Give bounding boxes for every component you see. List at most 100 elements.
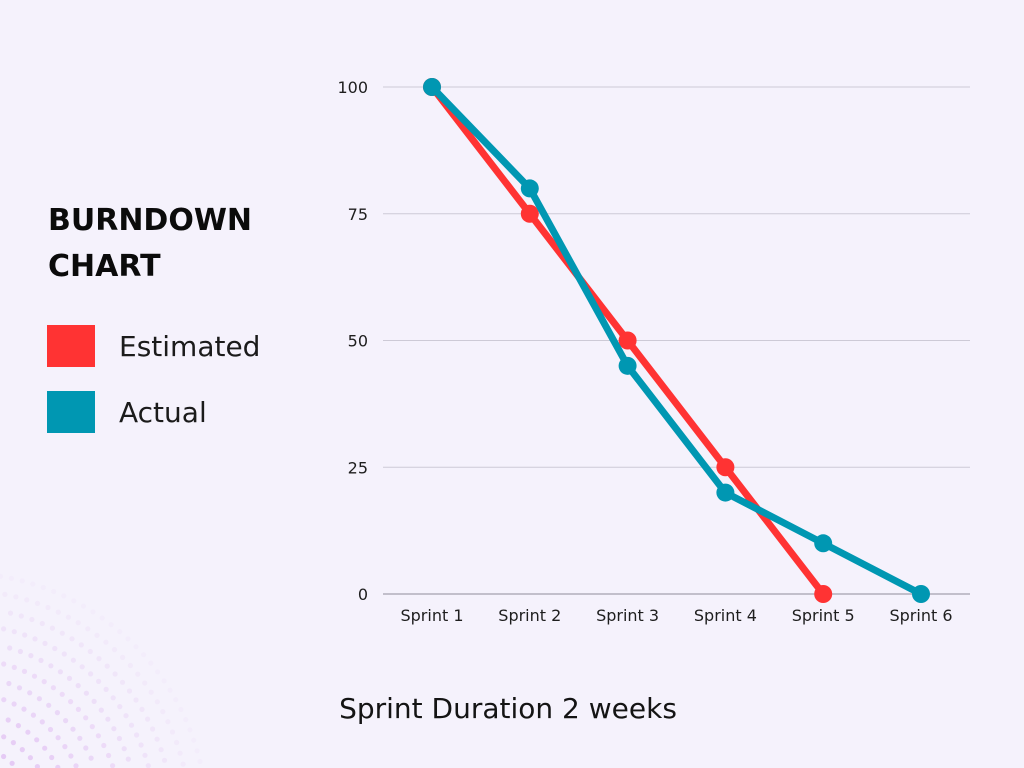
decorative-dot <box>32 636 38 642</box>
decorative-dot <box>7 610 14 616</box>
decorative-dot <box>178 706 184 713</box>
decorative-dot-pattern <box>0 573 203 768</box>
decorative-dot <box>1 661 7 667</box>
decorative-dot <box>155 669 161 675</box>
x-axis-title: Sprint Duration 2 weeks <box>339 692 677 725</box>
decorative-dot <box>150 726 156 732</box>
decorative-dot <box>177 750 183 756</box>
decorative-dot <box>25 729 31 735</box>
legend-label-estimated: Estimated <box>119 329 261 363</box>
decorative-dot <box>2 591 8 598</box>
series-actual <box>423 78 930 603</box>
data-point-actual <box>423 78 441 96</box>
chart-title: BURNDOWN CHART <box>48 203 253 284</box>
decorative-dot <box>75 706 81 713</box>
decorative-dot <box>48 663 54 669</box>
decorative-dot <box>117 629 123 635</box>
decorative-dot <box>141 652 147 658</box>
decorative-dot <box>54 710 61 716</box>
decorative-dot <box>69 636 75 642</box>
y-tick-label: 25 <box>348 458 368 477</box>
decorative-dot <box>68 753 74 759</box>
legend: Estimated Actual <box>47 325 260 457</box>
y-axis-ticks: 0 25 50 75 100 <box>337 78 368 604</box>
decorative-dot <box>148 660 154 666</box>
decorative-dot <box>11 664 17 671</box>
decorative-dot <box>59 630 65 636</box>
decorative-dot <box>75 683 81 689</box>
data-point-actual <box>814 534 833 553</box>
decorative-dot <box>39 620 45 627</box>
gridlines <box>383 86 970 595</box>
decorative-dot <box>117 704 123 710</box>
x-tick-label: Sprint 5 <box>792 606 855 625</box>
decorative-dot <box>194 748 200 754</box>
decorative-dot <box>6 680 12 687</box>
decorative-dot <box>0 573 4 579</box>
decorative-dot <box>29 616 35 623</box>
decorative-dot <box>9 760 15 766</box>
decorative-dot <box>61 593 67 599</box>
decorative-dot <box>75 620 81 626</box>
decorative-dot <box>11 629 17 635</box>
decorative-dot <box>121 746 127 752</box>
decorative-dot <box>116 735 122 742</box>
series-group <box>423 78 930 603</box>
decorative-dot <box>57 669 64 675</box>
series-line-actual <box>428 83 925 598</box>
decorative-dot <box>22 632 28 638</box>
decorative-dot <box>42 640 48 647</box>
decorative-dot <box>1 753 7 760</box>
y-tick-label: 100 <box>337 78 368 97</box>
decorative-dot <box>158 747 164 753</box>
decorative-dot <box>103 686 109 693</box>
decorative-dot <box>13 594 19 600</box>
data-point-estimated <box>618 331 637 350</box>
y-tick-label: 50 <box>348 332 368 351</box>
data-point-estimated <box>716 458 735 477</box>
decorative-dot <box>99 615 105 621</box>
decorative-dot <box>78 642 84 648</box>
decorative-dot <box>133 697 139 703</box>
decorative-dot <box>126 688 133 694</box>
decorative-dot <box>34 764 40 768</box>
decorative-dot <box>68 699 74 705</box>
x-tick-label: Sprint 3 <box>596 606 659 625</box>
decorative-dot <box>119 679 126 685</box>
decorative-dot <box>187 727 193 733</box>
decorative-dot <box>45 604 51 611</box>
decorative-dot <box>17 648 23 655</box>
decorative-dot <box>94 632 100 638</box>
decorative-dot <box>88 755 94 761</box>
decorative-dot <box>167 687 173 693</box>
decorative-dot <box>21 706 27 712</box>
legend-item-actual: Actual <box>47 391 260 433</box>
data-point-actual <box>618 356 637 375</box>
decorative-dot <box>34 737 40 743</box>
decorative-dot <box>165 719 171 725</box>
decorative-dot <box>28 653 34 659</box>
decorative-dot <box>1 626 7 632</box>
decorative-dot <box>138 742 144 748</box>
decorative-dot <box>77 735 83 741</box>
decorative-dot <box>180 761 186 767</box>
decorative-dot <box>169 729 176 735</box>
decorative-dot <box>18 613 24 619</box>
decorative-dot <box>36 696 43 702</box>
data-point-estimated <box>520 204 539 223</box>
decorative-dot <box>38 657 44 664</box>
decorative-dot <box>70 657 76 663</box>
decorative-dot <box>91 698 97 705</box>
decorative-dot <box>88 671 94 677</box>
decorative-dot <box>105 716 111 722</box>
decorative-dot <box>125 636 131 642</box>
decorative-dot <box>111 726 117 732</box>
decorative-dot <box>123 713 129 719</box>
decorative-dot <box>89 724 95 730</box>
decorative-dot <box>71 598 77 604</box>
decorative-dot <box>96 678 102 685</box>
decorative-dot <box>49 754 55 761</box>
decorative-dot <box>39 719 45 725</box>
legend-swatch-actual <box>47 391 95 433</box>
